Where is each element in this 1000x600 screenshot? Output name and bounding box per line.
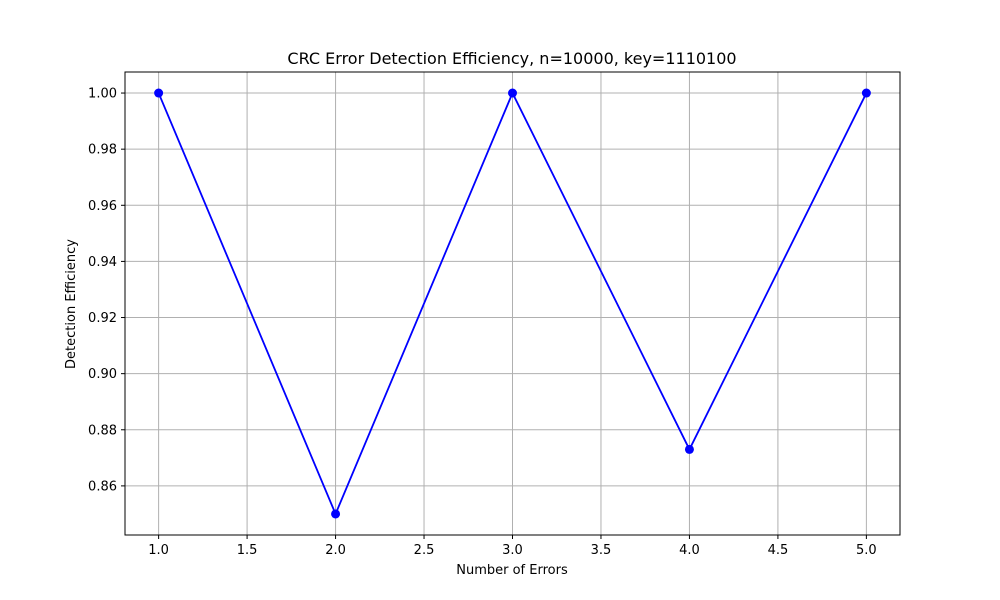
x-tick-label: 3.5 bbox=[591, 543, 612, 558]
x-axis-label: Number of Errors bbox=[456, 563, 568, 578]
data-point bbox=[154, 88, 164, 98]
series-layer bbox=[154, 88, 871, 519]
y-tick-label: 0.90 bbox=[88, 367, 117, 382]
y-tick-label: 0.94 bbox=[88, 255, 117, 270]
data-point bbox=[331, 509, 341, 519]
y-tick-label: 0.96 bbox=[88, 199, 117, 214]
x-tick-label: 3.0 bbox=[502, 543, 523, 558]
chart-title: CRC Error Detection Efficiency, n=10000,… bbox=[287, 49, 736, 68]
y-tick-label: 0.92 bbox=[88, 311, 117, 326]
x-tick-label: 1.0 bbox=[148, 543, 169, 558]
x-tick-label: 5.0 bbox=[856, 543, 877, 558]
x-tick-label: 2.5 bbox=[414, 543, 435, 558]
y-tick-label: 0.98 bbox=[88, 143, 117, 158]
data-point bbox=[684, 444, 694, 454]
x-tick-label: 4.5 bbox=[768, 543, 789, 558]
x-tick-label: 4.0 bbox=[679, 543, 700, 558]
data-point bbox=[861, 88, 871, 98]
y-tick-label: 0.86 bbox=[88, 479, 117, 494]
x-tick-label: 2.0 bbox=[325, 543, 346, 558]
y-axis-label: Detection Efficiency bbox=[64, 239, 79, 369]
y-axis-ticks: 0.86 0.88 0.90 0.92 0.94 0.96 0.98 1.00 bbox=[88, 87, 125, 494]
y-tick-label: 0.88 bbox=[88, 423, 117, 438]
y-tick-label: 1.00 bbox=[88, 87, 117, 102]
data-point bbox=[508, 88, 517, 98]
x-axis-ticks: 1.0 1.5 2.0 2.5 3.0 3.5 4.0 4.5 5.0 bbox=[148, 535, 877, 558]
x-tick-label: 1.5 bbox=[237, 543, 258, 558]
